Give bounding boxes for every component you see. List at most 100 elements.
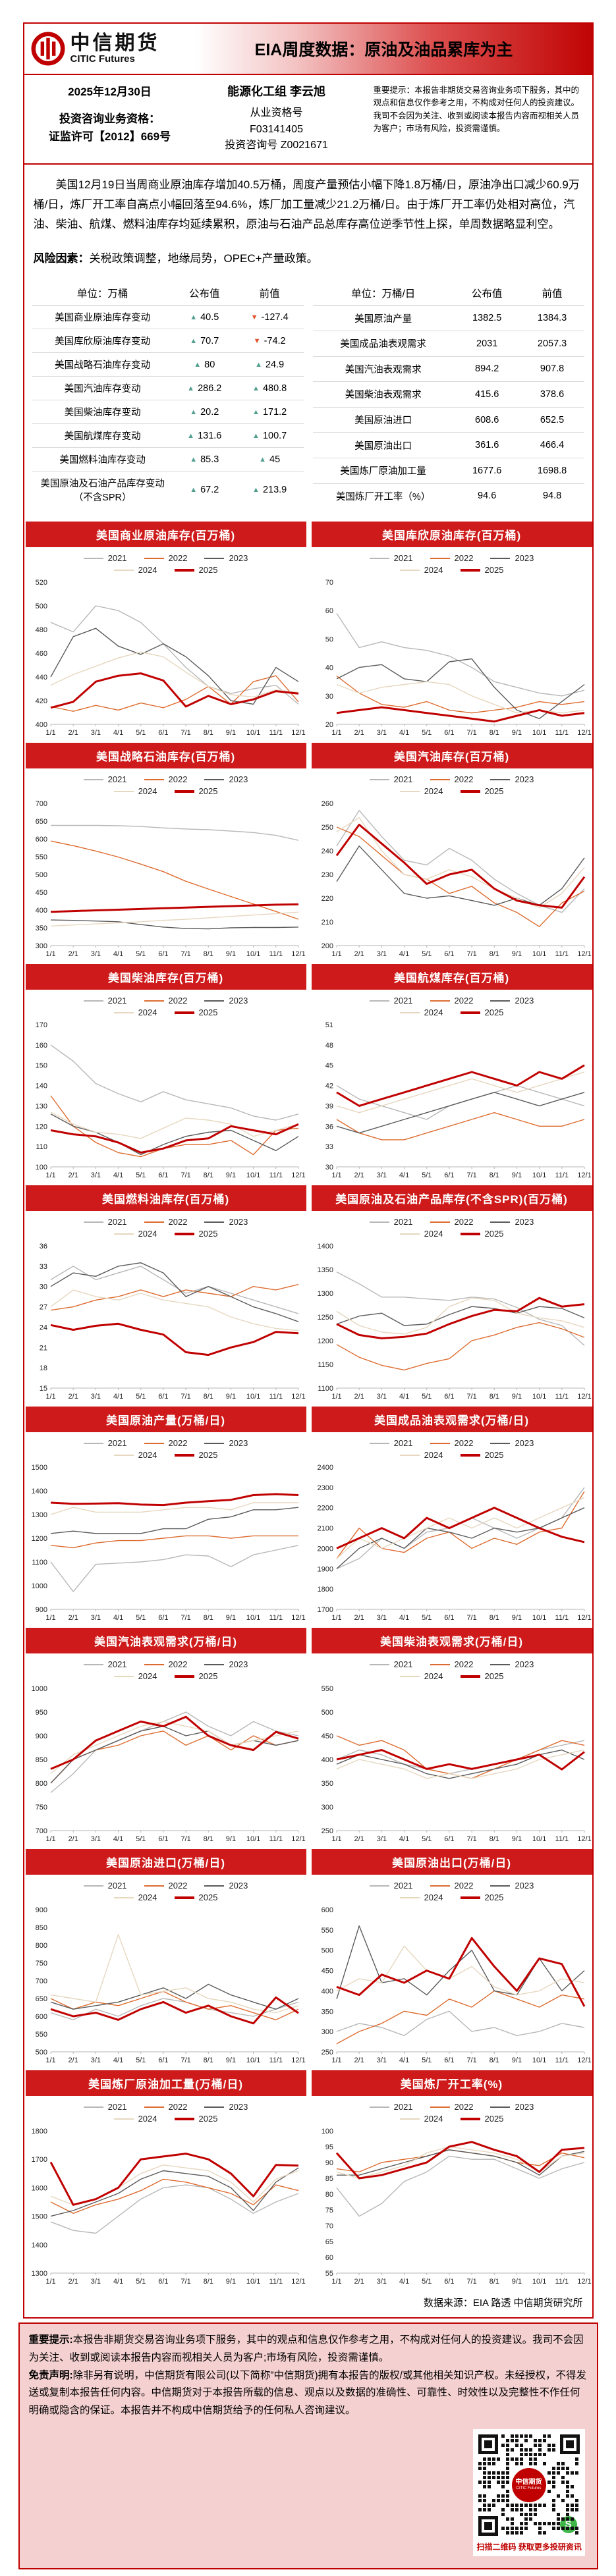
chart-title: 美国战略石油库存(百万桶) bbox=[25, 743, 306, 769]
legend-swatch-icon bbox=[490, 1885, 511, 1887]
qr-dot bbox=[542, 2531, 546, 2535]
qr-dot bbox=[547, 2434, 551, 2438]
series-line-2024 bbox=[336, 1071, 584, 1114]
legend-swatch-icon bbox=[430, 1221, 450, 1223]
qr-dot bbox=[510, 2521, 514, 2525]
x-tick-label: 7/1 bbox=[466, 729, 476, 737]
footer-disclaimer-text: 除非另有说明，中信期货有限公司(以下简称“中信期货)拥有本报告的版权/或其他相关… bbox=[28, 2369, 586, 2416]
x-tick-label: 6/1 bbox=[158, 2278, 168, 2286]
legend-item-2025: 2025 bbox=[460, 1892, 503, 1902]
legend-label: 2022 bbox=[454, 553, 474, 564]
risk-text: 关税政策调整，地缘局势，OPEC+产量政策。 bbox=[89, 252, 318, 265]
x-tick-label: 1/1 bbox=[331, 1171, 341, 1179]
x-tick-label: 3/1 bbox=[376, 2056, 386, 2064]
legend-label: 2022 bbox=[454, 1438, 474, 1449]
x-tick-label: 12/1 bbox=[577, 729, 591, 737]
chart-legend: 2021 2022 2023 2024 2025 bbox=[312, 2096, 592, 2124]
legend-label: 2023 bbox=[515, 1438, 534, 1449]
y-tick-label: 2000 bbox=[317, 1545, 333, 1553]
qr-block: 中信期货 CITIC Futures S 扫描二维码 获取更多投研资讯 bbox=[472, 2428, 585, 2557]
legend-label: 2023 bbox=[229, 1881, 248, 1891]
published-value-cell: 1677.6 bbox=[453, 458, 520, 484]
y-tick-label: 900 bbox=[35, 1606, 47, 1614]
y-tick-label: 750 bbox=[35, 1804, 47, 1811]
legend-item-2024: 2024 bbox=[113, 1229, 157, 1239]
legend-item-2024: 2024 bbox=[399, 2114, 443, 2124]
legend-label: 2025 bbox=[484, 1229, 504, 1239]
qr-dot bbox=[478, 2498, 482, 2502]
qr-dot bbox=[565, 2517, 569, 2521]
previous-value-cell: 480.8 bbox=[235, 376, 304, 401]
qr-dot bbox=[487, 2508, 491, 2511]
qr-dot bbox=[487, 2471, 491, 2475]
series-line-2024 bbox=[336, 817, 585, 909]
previous-value-cell: -127.4 bbox=[235, 305, 304, 330]
published-value: 894.2 bbox=[475, 363, 499, 375]
y-tick-label: 600 bbox=[35, 836, 47, 844]
x-tick-label: 3/1 bbox=[376, 1171, 386, 1179]
series-line-2023 bbox=[335, 1925, 584, 2000]
qr-dot bbox=[565, 2480, 569, 2484]
table-row: 美国库欣原油库存变动 70.7 -74.2 bbox=[32, 329, 304, 354]
x-tick-label: 9/1 bbox=[225, 950, 235, 958]
qr-dot bbox=[478, 2494, 482, 2498]
legend-swatch-icon bbox=[369, 1663, 389, 1665]
x-tick-label: 1/1 bbox=[45, 1171, 55, 1179]
y-tick-label: 30 bbox=[325, 693, 333, 701]
x-tick-label: 10/1 bbox=[246, 2056, 260, 2064]
series-line-2024 bbox=[336, 1497, 584, 1559]
legend-row: 2024 2025 bbox=[26, 1007, 306, 1017]
chart-title: 美国成品油表观需求(万桶/日) bbox=[311, 1407, 592, 1433]
previous-value: 480.8 bbox=[262, 383, 287, 394]
x-tick-label: 11/1 bbox=[555, 1393, 569, 1401]
x-tick-label: 5/1 bbox=[422, 2278, 432, 2286]
legend-swatch-icon bbox=[174, 1011, 194, 1014]
qr-dot bbox=[519, 2512, 523, 2516]
x-tick-label: 3/1 bbox=[90, 2278, 100, 2286]
series-line-2022 bbox=[335, 1491, 585, 1559]
x-tick-label: 3/1 bbox=[90, 2056, 100, 2064]
legend-item-2021: 2021 bbox=[83, 553, 127, 563]
x-tick-label: 4/1 bbox=[399, 729, 408, 737]
previous-value-cell: 466.4 bbox=[520, 432, 584, 459]
x-tick-label: 1/1 bbox=[331, 2278, 341, 2286]
y-tick-label: 1800 bbox=[317, 1586, 333, 1594]
legend-item-2023: 2023 bbox=[204, 1217, 248, 1227]
x-tick-label: 2/1 bbox=[68, 1171, 78, 1179]
x-tick-label: 2/1 bbox=[68, 1835, 78, 1843]
qr-dot bbox=[542, 2452, 546, 2456]
x-tick-label: 5/1 bbox=[136, 1393, 146, 1401]
x-tick-label: 9/1 bbox=[511, 729, 521, 737]
column-header: 前值 bbox=[520, 281, 584, 306]
x-tick-label: 12/1 bbox=[291, 729, 305, 737]
qr-dot bbox=[524, 2512, 528, 2516]
qr-dot bbox=[528, 2512, 532, 2516]
x-tick-label: 6/1 bbox=[158, 1614, 168, 1622]
qr-dot bbox=[565, 2512, 569, 2516]
qr-dot bbox=[491, 2461, 495, 2465]
legend-item-2025: 2025 bbox=[174, 1450, 217, 1460]
y-tick-label: 1250 bbox=[317, 1314, 333, 1322]
chart-legend: 2021 2022 2023 2024 2025 bbox=[312, 990, 592, 1017]
previous-value-cell: -74.2 bbox=[235, 329, 304, 354]
x-tick-label: 3/1 bbox=[90, 1393, 100, 1401]
x-tick-label: 10/1 bbox=[246, 729, 260, 737]
qr-dot bbox=[561, 2475, 565, 2479]
legend-label: 2024 bbox=[138, 2114, 157, 2124]
published-value-cell: 2031 bbox=[453, 331, 520, 357]
chart-plot-15: 55 60 65 70 75 80 85 90 95 100 1/1 2/1 3/1 4/1 5/1 6/1 7… bbox=[321, 2128, 591, 2286]
legend-label: 2021 bbox=[107, 2102, 127, 2112]
up-triangle-icon bbox=[190, 486, 197, 494]
qr-dot bbox=[519, 2526, 523, 2530]
y-tick-label: 1150 bbox=[318, 1361, 333, 1369]
legend-swatch-icon bbox=[399, 2118, 420, 2120]
legend-label: 2023 bbox=[229, 553, 248, 564]
disclaimer-box: 重要提示:本报告非期货交易咨询业务项下服务，其中的观点和信息仅作参考之用，不构成… bbox=[18, 2322, 598, 2570]
y-tick-label: 440 bbox=[35, 674, 47, 682]
legend-swatch-icon bbox=[113, 790, 134, 792]
x-tick-label: 9/1 bbox=[511, 1614, 521, 1622]
qr-dot bbox=[561, 2517, 565, 2521]
legend-label: 2021 bbox=[393, 774, 413, 785]
qr-dot bbox=[482, 2461, 486, 2465]
x-tick-label: 5/1 bbox=[422, 1835, 432, 1843]
